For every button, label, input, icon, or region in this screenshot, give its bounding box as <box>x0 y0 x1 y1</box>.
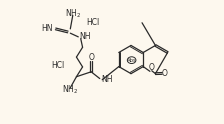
Text: O: O <box>148 63 154 72</box>
Text: O: O <box>162 69 168 78</box>
Text: NH: NH <box>101 75 113 84</box>
Text: O: O <box>88 53 94 62</box>
Text: NH$_2$: NH$_2$ <box>65 7 82 20</box>
Text: NH$_2$: NH$_2$ <box>62 84 78 96</box>
Text: HN: HN <box>41 24 53 33</box>
Text: HCl: HCl <box>86 18 100 27</box>
Text: Abs: Abs <box>127 58 136 63</box>
Text: HCl: HCl <box>51 61 64 70</box>
Text: NH: NH <box>80 32 91 41</box>
